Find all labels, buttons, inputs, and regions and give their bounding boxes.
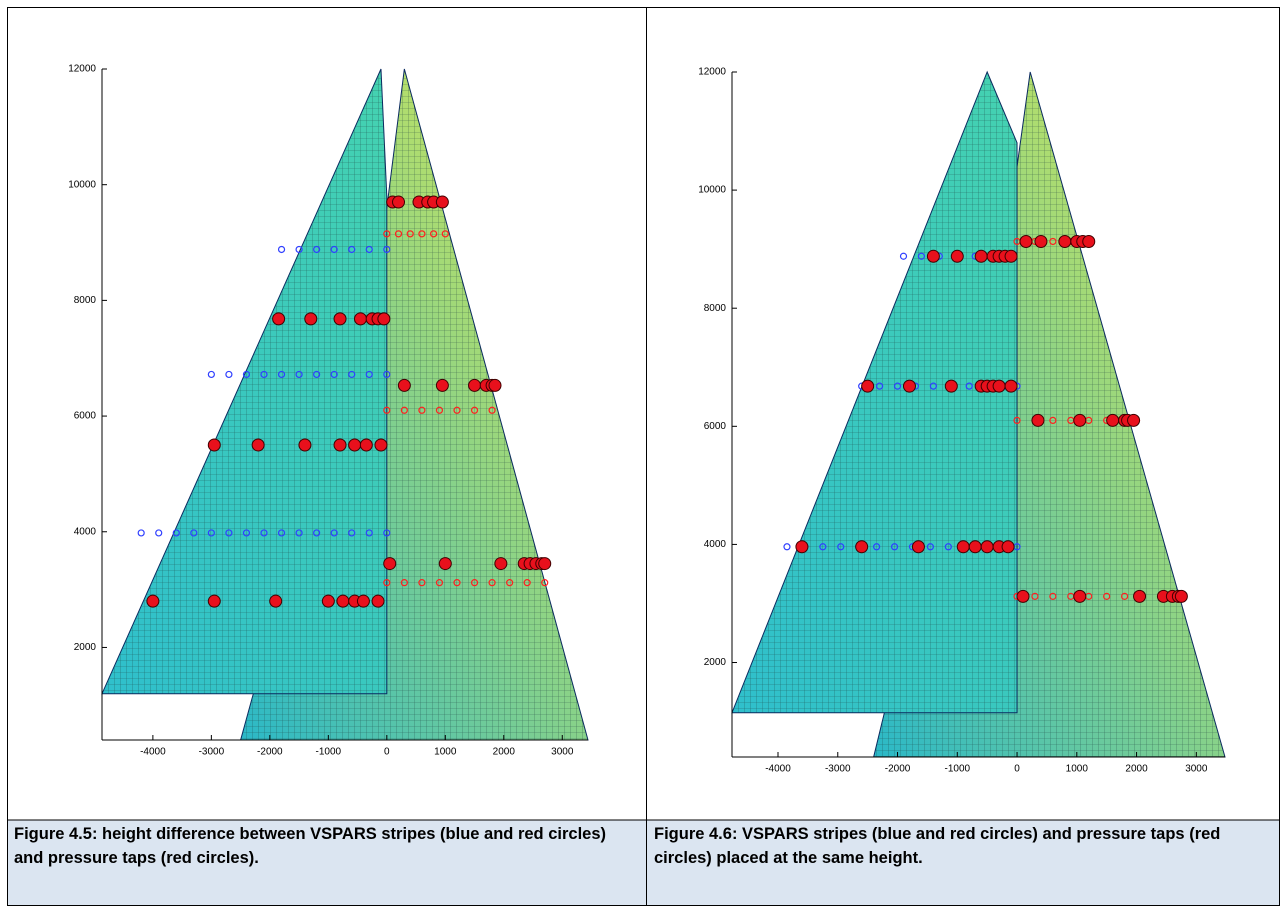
y-tick-label: 10000: [68, 179, 96, 190]
pressure-tap: [334, 439, 346, 451]
pressure-tap: [951, 250, 963, 262]
x-tick-label: 1000: [434, 747, 457, 758]
y-tick-label: 10000: [698, 185, 726, 196]
pressure-tap: [372, 595, 384, 607]
x-tick-label: -2000: [885, 764, 911, 775]
pressure-tap: [969, 541, 981, 553]
x-tick-label: 3000: [1185, 764, 1208, 775]
x-tick-label: 2000: [493, 747, 516, 758]
pressure-tap: [299, 439, 311, 451]
x-tick-label: 2000: [1125, 764, 1148, 775]
pressure-tap: [270, 595, 282, 607]
y-tick-label: 6000: [704, 421, 727, 432]
pressure-tap: [993, 380, 1005, 392]
pressure-tap: [337, 595, 349, 607]
x-tick-label: -3000: [825, 764, 851, 775]
pressure-tap: [1020, 235, 1032, 247]
caption: Figure 4.5: height difference between VS…: [14, 822, 634, 902]
pressure-tap: [1074, 414, 1086, 426]
pressure-tap: [981, 541, 993, 553]
pressure-tap: [1074, 590, 1086, 602]
y-tick-label: 2000: [704, 657, 727, 668]
pressure-tap: [862, 380, 874, 392]
pressure-tap: [349, 439, 361, 451]
pressure-tap: [912, 541, 924, 553]
stripe-point: [138, 530, 144, 536]
pressure-tap: [360, 439, 372, 451]
stripe-point: [156, 530, 162, 536]
pressure-tap: [208, 595, 220, 607]
stripe-point: [784, 544, 790, 550]
pressure-tap: [1107, 414, 1119, 426]
pressure-tap: [1059, 235, 1071, 247]
pressure-tap: [1017, 590, 1029, 602]
y-tick-label: 12000: [698, 67, 726, 78]
pressure-tap: [1005, 380, 1017, 392]
stripe-point: [279, 246, 285, 252]
pressure-tap: [1128, 414, 1140, 426]
figure-table: -4000 -3000 -2000 -1000 0 1000 2000 3000 2000 400…: [0, 0, 1281, 907]
pressure-tap: [393, 196, 405, 208]
pressure-tap: [1083, 235, 1095, 247]
stripe-point: [208, 371, 214, 377]
x-tick-label: -1000: [316, 747, 342, 758]
x-tick-label: -3000: [199, 747, 225, 758]
pressure-tap: [1175, 590, 1187, 602]
x-tick-label: -1000: [944, 764, 970, 775]
pressure-tap: [539, 558, 551, 570]
pressure-tap: [927, 250, 939, 262]
y-tick-label: 4000: [704, 539, 727, 550]
pressure-tap: [975, 250, 987, 262]
x-tick-label: 0: [1014, 764, 1020, 775]
y-tick-label: 6000: [74, 411, 97, 422]
pressure-tap: [903, 380, 915, 392]
pressure-tap: [495, 558, 507, 570]
x-tick-label: 1000: [1066, 764, 1089, 775]
stripe-point: [901, 253, 907, 259]
pressure-tap: [305, 313, 317, 325]
y-tick-label: 8000: [74, 295, 97, 306]
y-tick-label: 8000: [704, 303, 727, 314]
x-tick-label: -4000: [140, 747, 166, 758]
page: -4000 -3000 -2000 -1000 0 1000 2000 3000 2000 400…: [0, 0, 1281, 907]
pressure-tap: [398, 379, 410, 391]
pressure-tap: [322, 595, 334, 607]
pressure-tap: [334, 313, 346, 325]
pressure-tap: [273, 313, 285, 325]
pressure-tap: [375, 439, 387, 451]
pressure-tap: [357, 595, 369, 607]
sail-mesh: [732, 72, 1017, 713]
pressure-tap: [945, 380, 957, 392]
pressure-tap: [354, 313, 366, 325]
pressure-tap: [1002, 541, 1014, 553]
pressure-tap: [1134, 590, 1146, 602]
pressure-tap: [1005, 250, 1017, 262]
stripe-point: [226, 371, 232, 377]
x-tick-label: 3000: [551, 747, 574, 758]
pressure-tap: [957, 541, 969, 553]
x-tick-label: -4000: [765, 764, 791, 775]
y-tick-label: 4000: [74, 526, 97, 537]
pressure-tap: [252, 439, 264, 451]
pressure-tap: [384, 558, 396, 570]
pressure-tap: [439, 558, 451, 570]
pressure-tap: [1035, 235, 1047, 247]
pressure-tap: [147, 595, 159, 607]
caption: Figure 4.6: VSPARS stripes (blue and red…: [654, 822, 1274, 902]
pressure-tap: [436, 196, 448, 208]
pressure-tap: [378, 313, 390, 325]
pressure-tap: [436, 379, 448, 391]
y-tick-label: 2000: [74, 642, 97, 653]
x-tick-label: 0: [384, 747, 390, 758]
y-tick-label: 12000: [68, 64, 96, 75]
pressure-tap: [856, 541, 868, 553]
x-tick-label: -2000: [257, 747, 283, 758]
pressure-tap: [1032, 414, 1044, 426]
pressure-tap: [469, 379, 481, 391]
pressure-tap: [208, 439, 220, 451]
pressure-tap: [489, 379, 501, 391]
pressure-tap: [796, 541, 808, 553]
